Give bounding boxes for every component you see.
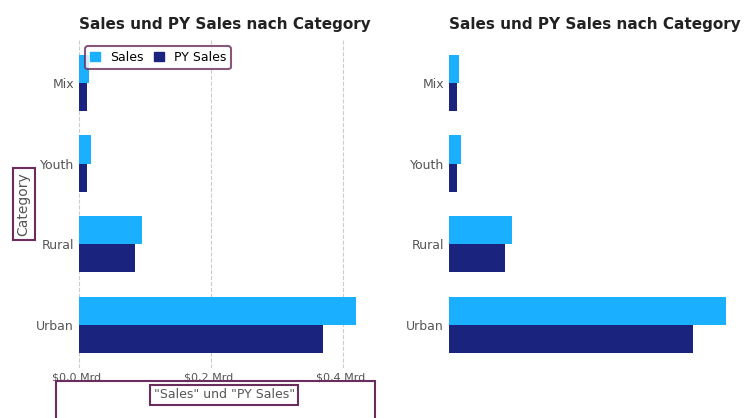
Bar xyxy=(79,135,91,163)
Bar xyxy=(79,83,87,111)
Bar xyxy=(449,325,693,353)
Bar xyxy=(79,296,356,325)
Y-axis label: Category: Category xyxy=(17,172,31,236)
Bar xyxy=(449,83,457,111)
Text: Sales und PY Sales nach Category: Sales und PY Sales nach Category xyxy=(449,17,741,32)
Bar xyxy=(449,135,460,163)
Legend: Sales, PY Sales: Sales, PY Sales xyxy=(85,46,231,69)
Bar xyxy=(79,244,135,273)
Bar xyxy=(79,163,88,192)
Bar xyxy=(449,296,726,325)
Bar xyxy=(449,55,460,83)
Bar xyxy=(449,216,512,244)
Bar xyxy=(449,244,505,273)
Bar xyxy=(79,325,323,353)
X-axis label: "Sales" und "PY Sales": "Sales" und "PY Sales" xyxy=(153,388,295,401)
Bar xyxy=(449,163,457,192)
Bar xyxy=(79,216,141,244)
Text: Sales und PY Sales nach Category: Sales und PY Sales nach Category xyxy=(79,17,370,32)
Bar xyxy=(79,55,89,83)
